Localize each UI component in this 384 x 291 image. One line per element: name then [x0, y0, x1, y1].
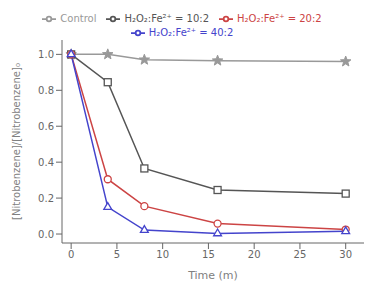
svg-text:10: 10: [156, 249, 169, 260]
html-text:H₂O₂:Fe²⁺ = 10:2: H₂O₂:Fe²⁺ = 10:2: [124, 13, 210, 24]
svg-text:Time (m): Time (m): [187, 269, 238, 282]
svg-text:0.4: 0.4: [38, 157, 54, 168]
svg-text:30: 30: [339, 249, 352, 260]
svg-text:20: 20: [248, 249, 261, 260]
svg-text:0.2: 0.2: [38, 193, 54, 204]
svg-text:[Nitrobenzene]/[Nitrobenzene]₀: [Nitrobenzene]/[Nitrobenzene]₀: [11, 63, 22, 220]
svg-text:0.6: 0.6: [38, 121, 54, 132]
svg-text:1.0: 1.0: [38, 49, 54, 60]
svg-text:0.8: 0.8: [38, 85, 54, 96]
html-text:Control: Control: [60, 13, 97, 24]
svg-text:25: 25: [294, 249, 307, 260]
svg-text:0: 0: [68, 249, 74, 260]
svg-text:15: 15: [202, 249, 215, 260]
html-text:H₂O₂:Fe²⁺ = 20:2: H₂O₂:Fe²⁺ = 20:2: [237, 13, 322, 24]
html-text:H₂O₂:Fe²⁺ = 40:2: H₂O₂:Fe²⁺ = 40:2: [148, 27, 234, 38]
svg-text:5: 5: [114, 249, 120, 260]
svg-text:0.0: 0.0: [38, 229, 54, 240]
